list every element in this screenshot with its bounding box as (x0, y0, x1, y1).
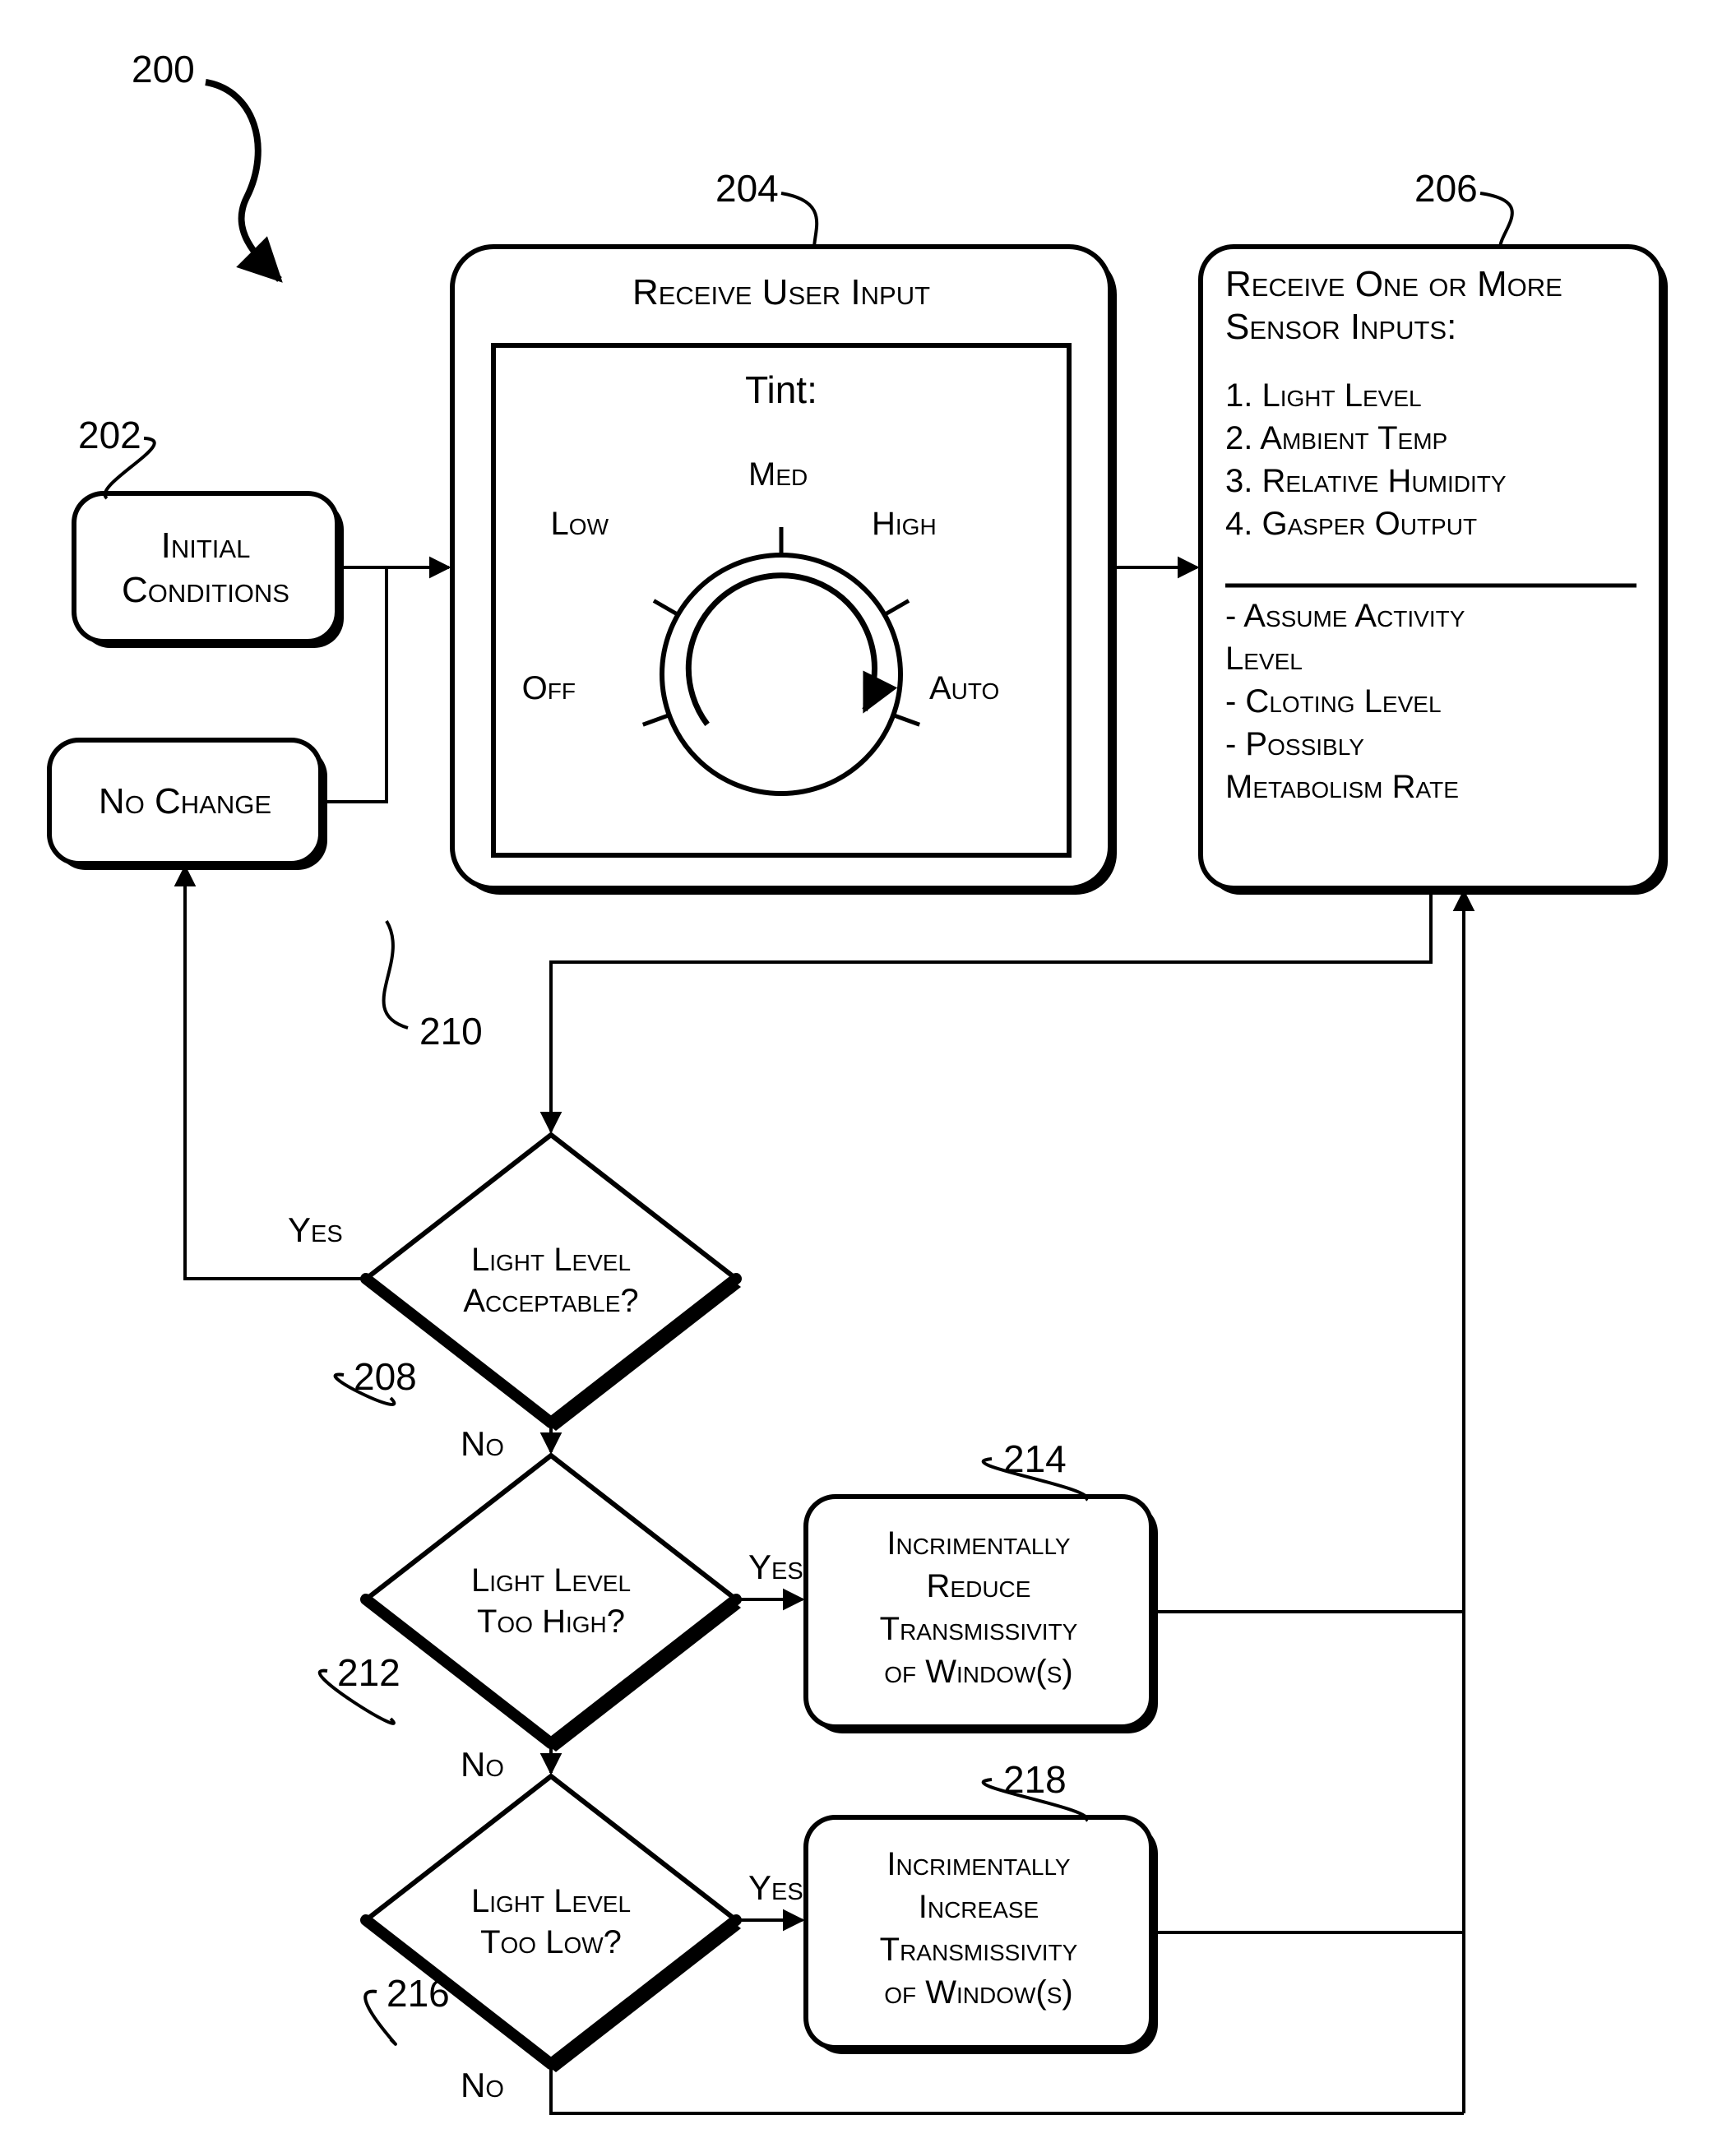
dial-off: Off (522, 670, 576, 706)
edge-label-yes3: Yes (748, 1868, 803, 1907)
initial-line1: Initial (161, 525, 251, 566)
dial-auto: Auto (929, 670, 999, 706)
sensors-assume-1: Level (1225, 641, 1303, 677)
reduce-l3: of Window(s) (884, 1654, 1073, 1690)
userinput-title: Receive User Input (632, 272, 930, 312)
increase-l1: Increase (919, 1889, 1039, 1925)
sensors-item-1: 2. Ambient Temp (1225, 420, 1447, 456)
sensors-assume-2: - Cloting Level (1225, 683, 1442, 720)
ref-212: 212 (337, 1651, 400, 1694)
sensors-title-1: Sensor Inputs: (1225, 307, 1456, 347)
dial-low: Low (551, 506, 609, 542)
edge-sensors-acceptable (551, 888, 1431, 1132)
sensors-title-0: Receive One or More (1225, 264, 1562, 304)
dial-med: Med (748, 456, 808, 493)
edge-label-no2: No (461, 1745, 504, 1784)
sensors-item-0: 1. Light Level (1225, 377, 1422, 414)
edge-label-no1: No (461, 1424, 504, 1463)
sensors-assume-3: - Possibly (1225, 726, 1364, 762)
sensors-assume-4: Metabolism Rate (1225, 769, 1459, 805)
reduce-l2: Transmissivity (880, 1611, 1078, 1647)
edge-label-yes2: Yes (748, 1548, 803, 1586)
ref-200-arrow (206, 82, 280, 280)
increase-l2: Transmissivity (880, 1932, 1078, 1968)
ref-206-lead (1480, 193, 1512, 248)
ref-204: 204 (715, 167, 779, 210)
tint-label: Tint: (745, 368, 817, 411)
edge-toolow-no (551, 2064, 1464, 2113)
sensors-item-2: 3. Relative Humidity (1225, 463, 1507, 499)
reduce-l1: Reduce (927, 1568, 1031, 1604)
reduce-l0: Incrimentally (887, 1525, 1071, 1562)
toohigh-l2: Too High? (477, 1604, 625, 1640)
increase-l0: Incrimentally (887, 1846, 1071, 1882)
toolow-l1: Light Level (471, 1883, 631, 1919)
toohigh-l1: Light Level (471, 1562, 631, 1599)
ref-200: 200 (132, 48, 195, 90)
sensors-assume-0: - Assume Activity (1225, 598, 1465, 634)
sensors-item-3: 4. Gasper Output (1225, 506, 1477, 542)
ref-216: 216 (387, 1972, 450, 2015)
initial-line2: Conditions (122, 570, 289, 610)
ref-204-lead (781, 193, 817, 248)
ref-206: 206 (1414, 167, 1478, 210)
ref-208: 208 (354, 1355, 417, 1398)
edge-label-no3: No (461, 2066, 504, 2104)
nochange-text: No Change (99, 781, 271, 821)
increase-l3: of Window(s) (884, 1974, 1073, 2011)
dial-circle[interactable] (662, 555, 900, 794)
ref-210-lead (384, 921, 408, 1028)
edge-label-yes1: Yes (288, 1210, 343, 1249)
dial-high: High (872, 506, 937, 542)
ref-210: 210 (419, 1010, 483, 1053)
acceptable-l1: Light Level (471, 1242, 631, 1278)
ref-202: 202 (78, 414, 141, 456)
acceptable-l2: Acceptable? (463, 1283, 638, 1319)
toolow-l2: Too Low? (480, 1924, 622, 1960)
